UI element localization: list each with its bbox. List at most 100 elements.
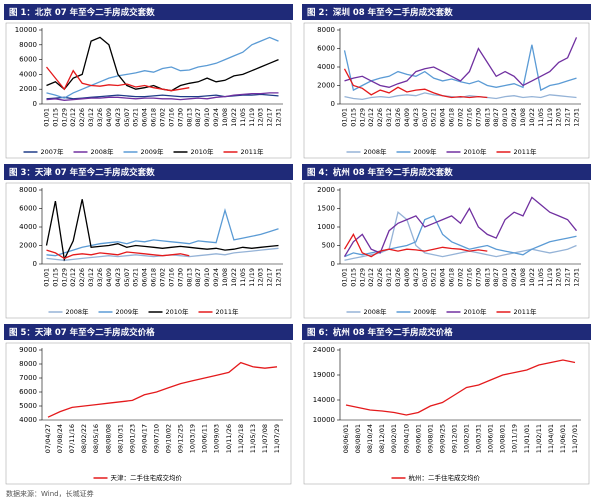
x-tick-label: 02/26 xyxy=(376,268,384,287)
series-line xyxy=(46,249,190,260)
y-tick-label: 6000 xyxy=(19,205,37,213)
x-tick-label: 10/03/31 xyxy=(475,424,483,453)
x-tick-label: 09/04/10 xyxy=(402,424,410,453)
title-bar xyxy=(4,324,293,340)
x-tick-label: 08/13 xyxy=(483,108,491,127)
x-tick-label: 04/09 xyxy=(105,108,113,127)
x-tick-label: 08/27 xyxy=(194,108,202,127)
x-tick-label: 01/29 xyxy=(358,268,366,287)
x-tick-label: 09/07/10 xyxy=(152,424,160,453)
x-tick-label: 10/08 xyxy=(519,268,527,287)
legend-label: 天津：二手住宅成交均价 xyxy=(111,473,183,482)
x-tick-label: 12/31 xyxy=(573,268,581,287)
y-tick-label: 8000 xyxy=(19,360,37,368)
x-tick-label: 10/08/01 xyxy=(499,424,507,453)
x-tick-label: 06/18 xyxy=(448,268,456,287)
x-tick-label: 10/08 xyxy=(519,108,527,127)
x-tick-label: 07/08/24 xyxy=(56,424,64,453)
legend-label: 2011年 xyxy=(514,147,538,156)
series-line xyxy=(345,359,576,416)
x-tick-label: 04/23 xyxy=(412,268,420,287)
series-line xyxy=(343,233,488,258)
legend-label: 2009年 xyxy=(116,307,140,316)
x-tick-label: 02/12 xyxy=(367,108,375,127)
x-tick-label: 06/04 xyxy=(439,268,447,287)
x-tick-label: 09/06/01 xyxy=(414,424,422,453)
x-tick-label: 12/03 xyxy=(257,268,265,287)
x-tick-label: 10/22 xyxy=(230,268,238,287)
x-tick-label: 08/13 xyxy=(185,108,193,127)
x-tick-label: 10/22 xyxy=(230,108,238,127)
x-tick-label: 02/12 xyxy=(367,268,375,287)
x-tick-label: 08/27 xyxy=(492,108,500,127)
series-line xyxy=(46,92,279,101)
x-tick-label: 11/05 xyxy=(537,108,545,127)
x-tick-label: 12/17 xyxy=(564,108,572,127)
y-tick-label: 8000 xyxy=(317,26,335,34)
x-tick-label: 09/24 xyxy=(212,268,220,287)
y-tick-label: 2000 xyxy=(317,186,335,194)
y-tick-label: 6000 xyxy=(19,388,37,396)
x-tick-label: 06/04 xyxy=(141,268,149,287)
y-tick-label: 500 xyxy=(322,242,335,250)
legend-label: 2009年 xyxy=(141,147,165,156)
x-tick-label: 07/30 xyxy=(176,268,184,287)
legend-label: 杭州：二手住宅成交均价 xyxy=(409,473,481,482)
x-tick-label: 08/13 xyxy=(483,268,491,287)
x-tick-label: 09/10 xyxy=(501,268,509,287)
title-bar xyxy=(302,324,591,340)
plot-frame xyxy=(303,22,590,159)
x-tick-label: 09/02/01 xyxy=(390,424,398,453)
x-tick-label: 01/15 xyxy=(349,108,357,127)
series-line xyxy=(344,37,578,88)
y-tick-label: 8000 xyxy=(19,41,37,49)
x-tick-label: 05/07 xyxy=(123,108,131,127)
x-tick-label: 09/10/02 xyxy=(165,424,173,453)
x-tick-label: 11/05 xyxy=(537,268,545,287)
x-tick-label: 07/30 xyxy=(474,108,482,127)
series-line xyxy=(344,92,577,101)
x-tick-label: 01/01 xyxy=(42,108,50,127)
y-tick-label: 0 xyxy=(331,260,335,268)
series-line xyxy=(344,215,577,258)
x-tick-label: 09/09/25 xyxy=(438,424,446,453)
y-tick-label: 24000 xyxy=(313,346,335,354)
x-tick-label: 11/19 xyxy=(248,108,256,127)
x-tick-label: 09/24 xyxy=(510,108,518,127)
x-tick-label: 11/01/01 xyxy=(523,424,531,453)
x-tick-label: 04/23 xyxy=(114,268,122,287)
legend-label: 2011年 xyxy=(216,307,240,316)
series-line xyxy=(343,44,577,92)
legend-label: 2010年 xyxy=(464,307,488,316)
x-tick-label: 07/30 xyxy=(474,268,482,287)
x-tick-label: 05/21 xyxy=(132,268,140,287)
x-tick-label: 03/12 xyxy=(385,108,393,127)
x-tick-label: 09/04/17 xyxy=(140,424,148,453)
x-tick-label: 05/07 xyxy=(421,268,429,287)
x-tick-label: 03/12 xyxy=(87,268,95,287)
x-tick-label: 11/19 xyxy=(546,108,554,127)
x-tick-label: 08/08/01 xyxy=(354,424,362,453)
title-bar xyxy=(302,4,591,20)
y-tick-label: 7000 xyxy=(19,374,37,382)
x-tick-label: 04/23 xyxy=(412,108,420,127)
plot-frame xyxy=(5,342,292,485)
x-tick-label: 01/15 xyxy=(51,268,59,287)
x-tick-label: 07/02 xyxy=(159,108,167,127)
x-tick-label: 12/03 xyxy=(555,108,563,127)
x-tick-label: 12/17 xyxy=(564,268,572,287)
x-tick-label: 11/19 xyxy=(546,268,554,287)
x-tick-label: 02/26 xyxy=(78,108,86,127)
x-tick-label: 09/08/01 xyxy=(426,424,434,453)
x-tick-label: 08/27 xyxy=(194,268,202,287)
x-tick-label: 01/01 xyxy=(42,268,50,287)
x-tick-label: 01/15 xyxy=(51,108,59,127)
y-tick-label: 14000 xyxy=(313,396,335,404)
x-tick-label: 09/01/23 xyxy=(128,424,136,453)
x-tick-label: 08/02/22 xyxy=(80,424,88,453)
x-tick-label: 11/05/13 xyxy=(249,424,257,453)
footer: 数据来源：Wind，长城证券 xyxy=(6,489,94,498)
y-tick-label: 4000 xyxy=(19,70,37,78)
y-tick-label: 8000 xyxy=(19,186,37,194)
